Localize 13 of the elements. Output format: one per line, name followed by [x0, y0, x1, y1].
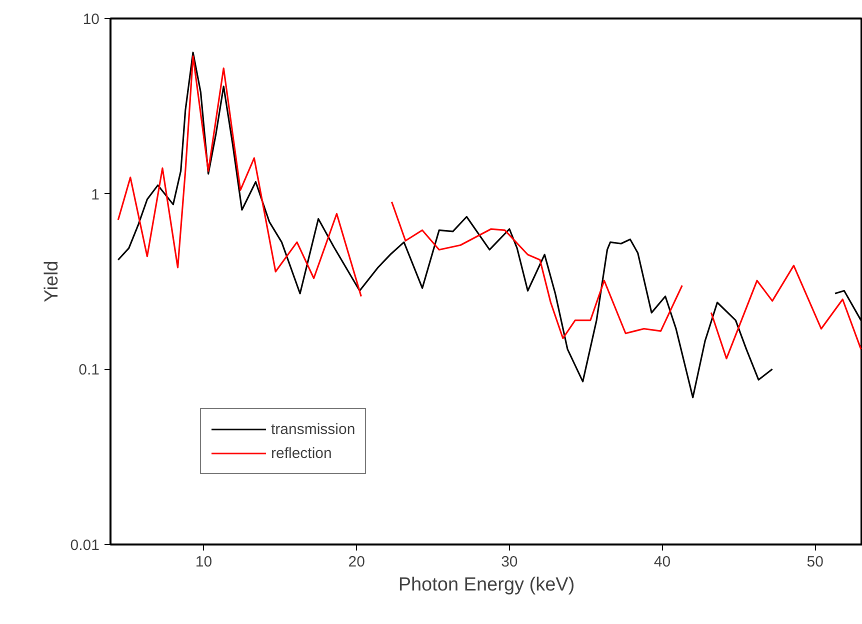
x-tick-label: 30 [501, 554, 518, 570]
x-tick-label: 40 [654, 554, 671, 570]
y-tick-label: 1 [91, 186, 100, 204]
x-tick-label: 50 [806, 554, 824, 570]
x-tick-label: 20 [348, 554, 365, 570]
y-tick-label: 0.01 [70, 537, 100, 554]
y-tick-label: 0.1 [78, 362, 100, 379]
legend-label: reflection [271, 444, 332, 462]
y-axis-title: Yield [41, 260, 62, 302]
x-axis-title: Photon Energy (keV) [398, 574, 575, 596]
x-tick-label: 10 [195, 554, 212, 570]
legend-label: transmission [271, 420, 356, 438]
y-tick-label: 10 [82, 11, 100, 28]
